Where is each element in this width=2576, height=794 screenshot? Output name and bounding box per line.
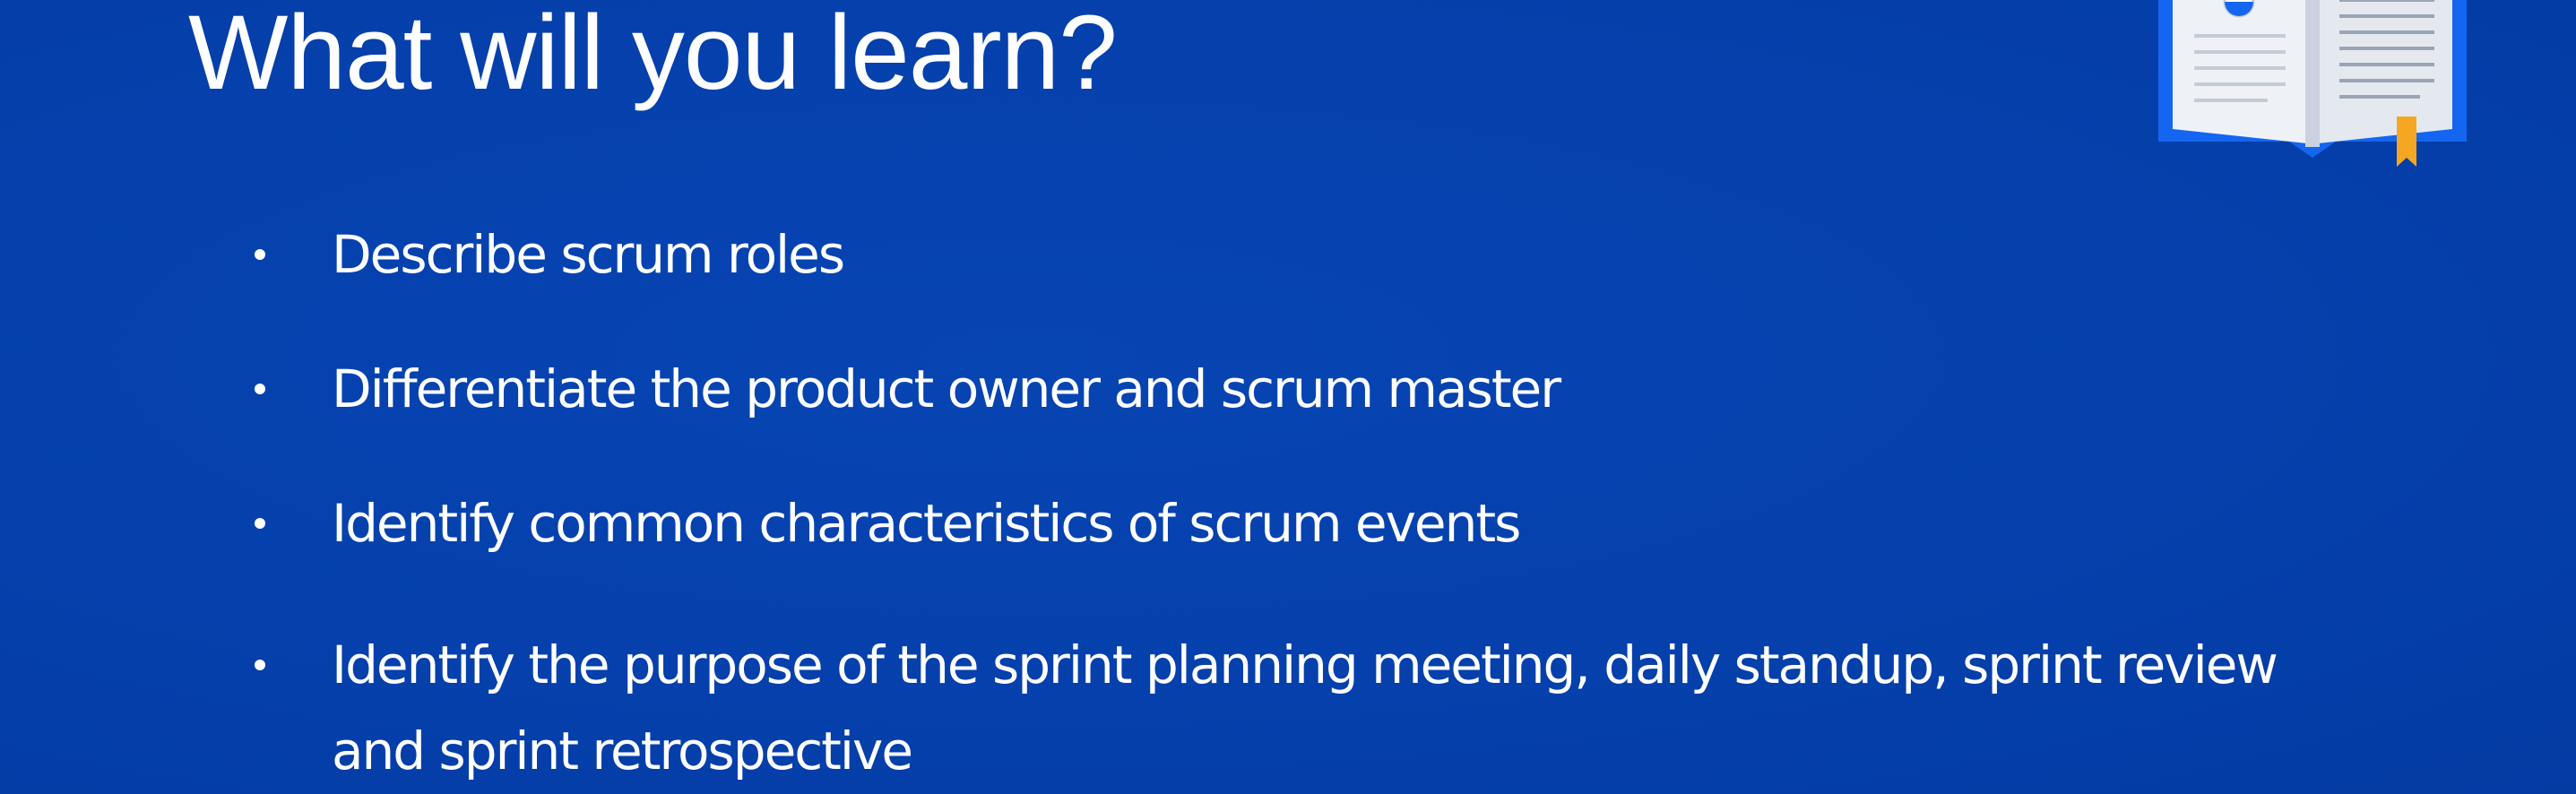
bullet-text: Identify the purpose of the sprint plann… <box>332 634 2278 781</box>
bullet-text: Differentiate the product owner and scru… <box>332 358 1561 419</box>
bullet-dot <box>255 249 265 260</box>
bullet-dot <box>255 518 265 529</box>
open-book-icon <box>2158 0 2467 167</box>
bullet-dot <box>255 660 265 670</box>
bullet-dot <box>255 384 265 394</box>
bullet-text: Describe scrum roles <box>332 224 845 285</box>
bullet-text: Identify common characteristics of scrum… <box>332 493 1521 554</box>
slide-title: What will you learn? <box>188 0 1118 112</box>
